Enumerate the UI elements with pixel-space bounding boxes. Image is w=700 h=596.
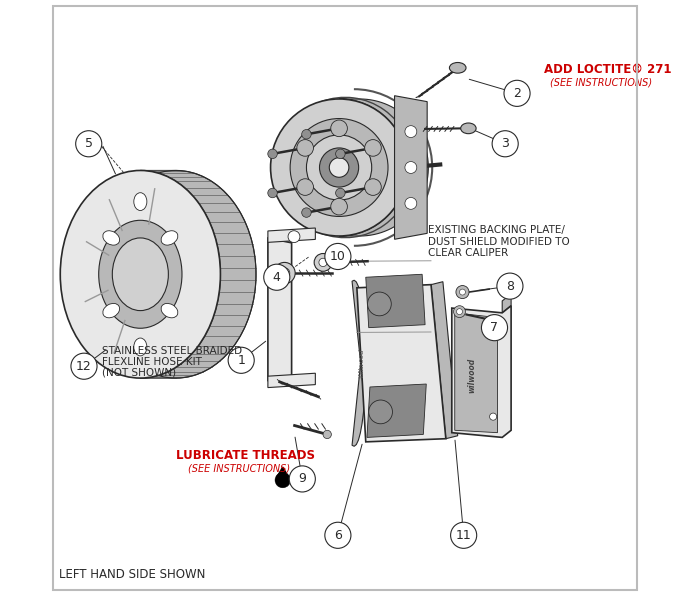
Polygon shape <box>452 306 511 437</box>
Text: (NOT SHOWN): (NOT SHOWN) <box>102 367 176 377</box>
Polygon shape <box>339 99 428 236</box>
Text: 2: 2 <box>513 87 521 100</box>
Circle shape <box>335 188 345 198</box>
Circle shape <box>496 318 503 325</box>
Polygon shape <box>352 280 369 446</box>
Circle shape <box>307 135 372 200</box>
Circle shape <box>405 126 416 138</box>
Text: 8: 8 <box>506 280 514 293</box>
Text: 5: 5 <box>85 137 92 150</box>
Polygon shape <box>502 294 511 313</box>
Polygon shape <box>268 228 315 243</box>
Text: 6: 6 <box>334 529 342 542</box>
Polygon shape <box>268 238 292 380</box>
Text: LUBRICATE THREADS: LUBRICATE THREADS <box>176 449 315 462</box>
Ellipse shape <box>103 303 120 318</box>
Circle shape <box>504 80 530 107</box>
Circle shape <box>76 131 101 157</box>
Circle shape <box>331 198 347 215</box>
Circle shape <box>456 285 469 299</box>
Polygon shape <box>395 96 427 239</box>
Circle shape <box>71 353 97 379</box>
Ellipse shape <box>461 123 476 134</box>
Circle shape <box>325 243 351 269</box>
Text: ADD LOCTITE® 271: ADD LOCTITE® 271 <box>544 63 671 76</box>
Text: 3: 3 <box>501 137 509 150</box>
Circle shape <box>405 162 416 173</box>
Polygon shape <box>366 274 425 328</box>
Text: 4: 4 <box>273 271 281 284</box>
Text: LEFT HAND SIDE SHOWN: LEFT HAND SIDE SHOWN <box>59 568 205 581</box>
Circle shape <box>369 400 393 424</box>
Text: CLEAR CALIPER: CLEAR CALIPER <box>428 249 508 259</box>
Ellipse shape <box>60 170 220 378</box>
Text: Wilwood: Wilwood <box>358 349 364 378</box>
Circle shape <box>368 292 391 316</box>
Circle shape <box>459 289 466 295</box>
Circle shape <box>290 119 388 216</box>
Text: 1: 1 <box>237 354 245 367</box>
Circle shape <box>297 179 314 195</box>
Text: 11: 11 <box>456 529 472 542</box>
Circle shape <box>497 273 523 299</box>
Text: 12: 12 <box>76 360 92 372</box>
Circle shape <box>365 179 382 195</box>
Circle shape <box>489 330 497 337</box>
Circle shape <box>319 258 327 266</box>
Circle shape <box>314 253 332 271</box>
Ellipse shape <box>134 193 147 210</box>
Text: 10: 10 <box>330 250 346 263</box>
Circle shape <box>489 413 497 420</box>
Circle shape <box>456 309 463 315</box>
Ellipse shape <box>161 231 178 245</box>
Circle shape <box>365 139 382 156</box>
Text: wilwood: wilwood <box>468 358 477 393</box>
Polygon shape <box>140 170 256 378</box>
Ellipse shape <box>112 238 169 311</box>
Circle shape <box>331 120 347 136</box>
Circle shape <box>335 149 345 159</box>
Text: (SEE INSTRUCTIONS): (SEE INSTRUCTIONS) <box>188 464 290 474</box>
Circle shape <box>264 264 290 290</box>
Circle shape <box>325 522 351 548</box>
Polygon shape <box>455 313 498 433</box>
Text: FLEXLINE HOSE KIT: FLEXLINE HOSE KIT <box>102 357 202 367</box>
Polygon shape <box>276 467 288 477</box>
Circle shape <box>289 466 315 492</box>
Polygon shape <box>268 373 315 387</box>
Circle shape <box>228 347 254 373</box>
Polygon shape <box>357 285 446 442</box>
Circle shape <box>268 188 277 198</box>
Circle shape <box>482 315 508 341</box>
Polygon shape <box>367 384 426 437</box>
Text: STAINLESS STEEL BRAIDED: STAINLESS STEEL BRAIDED <box>102 346 242 356</box>
Ellipse shape <box>449 63 466 73</box>
Ellipse shape <box>161 303 178 318</box>
Text: EXISTING BACKING PLATE/: EXISTING BACKING PLATE/ <box>428 225 565 235</box>
Circle shape <box>492 131 518 157</box>
Polygon shape <box>431 282 458 439</box>
Circle shape <box>302 208 312 218</box>
Circle shape <box>288 231 300 243</box>
Text: 7: 7 <box>491 321 498 334</box>
Circle shape <box>268 149 277 159</box>
Circle shape <box>279 268 290 278</box>
Ellipse shape <box>103 231 120 245</box>
Text: 9: 9 <box>298 473 306 485</box>
Circle shape <box>302 129 312 139</box>
Ellipse shape <box>134 338 147 356</box>
Circle shape <box>274 262 295 284</box>
Circle shape <box>454 306 466 318</box>
Text: (SEE INSTRUCTIONS): (SEE INSTRUCTIONS) <box>550 77 652 88</box>
Circle shape <box>297 139 314 156</box>
Circle shape <box>271 99 407 236</box>
Circle shape <box>405 197 416 209</box>
Circle shape <box>329 158 349 177</box>
Circle shape <box>323 430 331 439</box>
Text: DUST SHIELD MODIFIED TO: DUST SHIELD MODIFIED TO <box>428 237 570 247</box>
Circle shape <box>451 522 477 548</box>
Circle shape <box>275 473 290 488</box>
Ellipse shape <box>99 221 182 328</box>
Circle shape <box>319 148 358 187</box>
